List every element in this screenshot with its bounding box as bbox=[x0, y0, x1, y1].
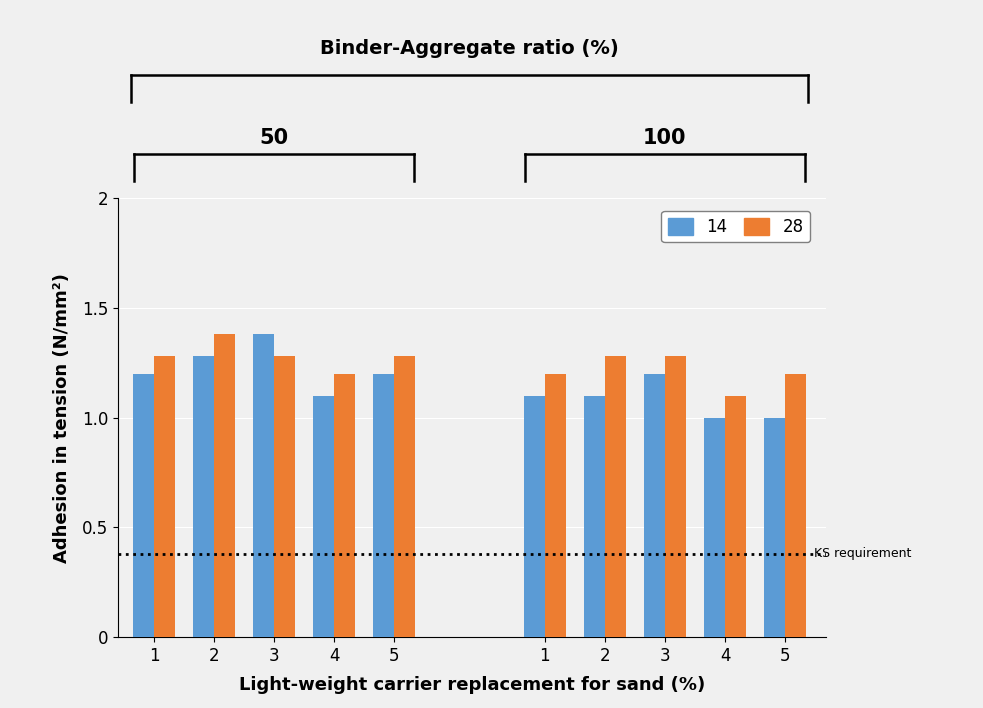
Bar bbox=[704, 418, 725, 637]
Bar bbox=[545, 374, 566, 637]
Bar bbox=[154, 356, 175, 637]
Bar bbox=[314, 396, 334, 637]
Bar bbox=[725, 396, 746, 637]
Legend: 14, 28: 14, 28 bbox=[662, 211, 810, 242]
Bar bbox=[214, 334, 235, 637]
Bar bbox=[133, 374, 154, 637]
Text: 50: 50 bbox=[260, 127, 289, 148]
Bar bbox=[254, 334, 274, 637]
Y-axis label: Adhesion in tension (N/mm²): Adhesion in tension (N/mm²) bbox=[53, 273, 71, 563]
Bar bbox=[274, 356, 295, 637]
Bar bbox=[605, 356, 626, 637]
Bar bbox=[584, 396, 605, 637]
Bar bbox=[764, 418, 785, 637]
Bar bbox=[524, 396, 545, 637]
X-axis label: Light-weight carrier replacement for sand (%): Light-weight carrier replacement for san… bbox=[239, 676, 705, 694]
Text: Binder-Aggregate ratio (%): Binder-Aggregate ratio (%) bbox=[320, 39, 619, 58]
Bar bbox=[394, 356, 416, 637]
Bar bbox=[665, 356, 686, 637]
Text: KS requirement: KS requirement bbox=[814, 547, 911, 560]
Bar bbox=[785, 374, 806, 637]
Bar bbox=[193, 356, 214, 637]
Bar bbox=[334, 374, 356, 637]
Bar bbox=[644, 374, 665, 637]
Text: 100: 100 bbox=[643, 127, 687, 148]
Bar bbox=[374, 374, 394, 637]
